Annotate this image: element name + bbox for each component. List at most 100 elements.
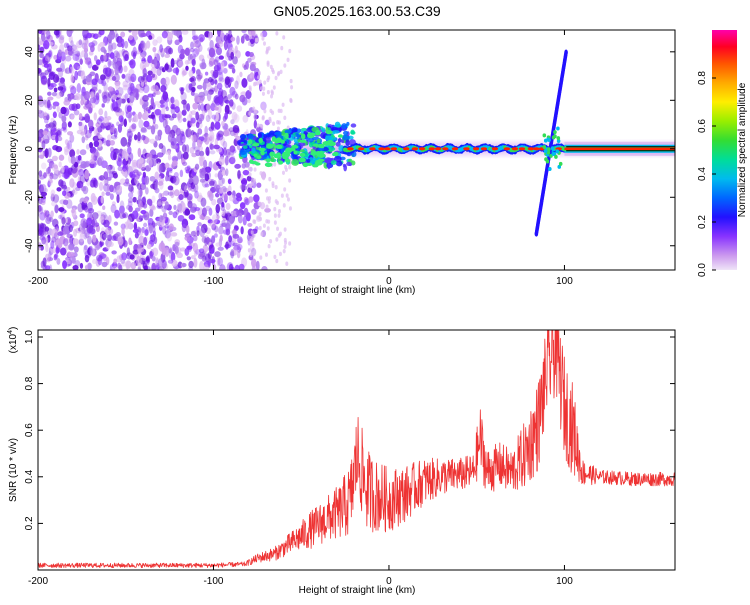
noise-blob [207,251,212,260]
noise-blob [113,258,118,264]
noise-blob [38,67,43,76]
noise-blob [79,58,83,65]
noise-blob [177,202,183,213]
noise-blob [48,41,54,46]
noise-blob [140,127,147,133]
noise-blob [191,134,197,143]
noise-blob [44,148,49,159]
noise-blob [102,179,108,185]
turbulence-blob [252,137,257,141]
noise-speckle [281,170,285,175]
noise-blob [217,257,224,266]
turbulence-blob [324,135,333,142]
noise-blob [191,58,196,67]
noise-blob [226,33,232,44]
noise-blob [50,210,54,218]
noise-blob [233,113,240,123]
noise-blob [190,41,195,50]
noise-blob [158,113,165,123]
noise-blob [84,169,90,180]
noise-blob [209,180,215,187]
noise-blob [82,197,89,204]
turbulence-peak [275,137,282,144]
noise-blob [175,127,181,136]
noise-blob [180,182,188,191]
chirp-burst [554,154,558,159]
noise-blob [58,36,65,44]
ridge-hotspot [402,147,410,151]
noise-blob [66,251,72,258]
noise-blob [53,30,60,36]
noise-blob [56,105,60,113]
noise-blob [204,183,210,188]
noise-speckle [248,85,252,90]
noise-blob [40,195,47,204]
noise-blob [225,241,229,250]
noise-speckle [252,82,256,87]
noise-speckle [248,111,252,116]
noise-blob [184,47,190,57]
noise-blob [207,194,214,199]
noise-blob [166,31,173,41]
noise-blob [80,218,87,228]
noise-blob [151,195,156,204]
ridge-hotspot [480,147,488,151]
noise-blob [193,257,198,268]
noise-blob [76,52,81,57]
noise-blob [125,178,130,185]
noise-blob [137,188,143,197]
noise-blob [234,264,240,270]
noise-blob [211,78,218,84]
noise-blob [41,140,46,150]
noise-blob [117,123,123,133]
noise-blob [124,40,129,49]
noise-blob [138,119,144,129]
noise-blob [214,251,221,258]
noise-blob [80,160,87,169]
noise-blob [225,202,231,211]
noise-blob [204,135,210,145]
noise-blob [165,175,169,182]
noise-blob [72,238,80,246]
noise-blob [147,93,154,98]
noise-blob [175,209,180,215]
noise-blob [195,74,203,80]
noise-speckle [256,123,260,128]
noise-blob [168,116,175,121]
noise-blob [215,111,219,122]
noise-blob [64,139,69,146]
noise-blob [147,109,151,114]
turbulence-peak [332,151,339,157]
noise-blob [58,81,66,87]
noise-blob [93,55,98,62]
noise-blob [173,204,177,211]
noise-blob [78,121,84,132]
turbulence-blob [350,123,357,128]
noise-blob [146,74,153,83]
turbulence-blob [280,148,285,154]
noise-blob [131,160,137,165]
noise-blob [193,42,197,48]
noise-blob [218,77,225,83]
noise-blob [216,62,222,71]
noise-blob [221,177,226,185]
noise-blob [133,113,139,123]
noise-blob [136,171,142,177]
noise-blob [120,137,128,147]
noise-blob [39,212,46,221]
noise-blob [39,235,46,241]
noise-blob [218,225,224,235]
noise-blob [136,182,142,190]
noise-blob [91,195,98,205]
noise-blob [177,115,183,123]
noise-blob [253,113,258,121]
chirp-burst [542,133,547,138]
noise-blob [54,204,59,214]
noise-speckle [267,244,271,249]
noise-blob [137,111,143,120]
y-tick-label: 40 [24,46,35,58]
noise-blob [68,93,75,100]
turbulence-blob [308,137,314,143]
noise-blob [122,165,127,172]
noise-blob [156,152,164,158]
